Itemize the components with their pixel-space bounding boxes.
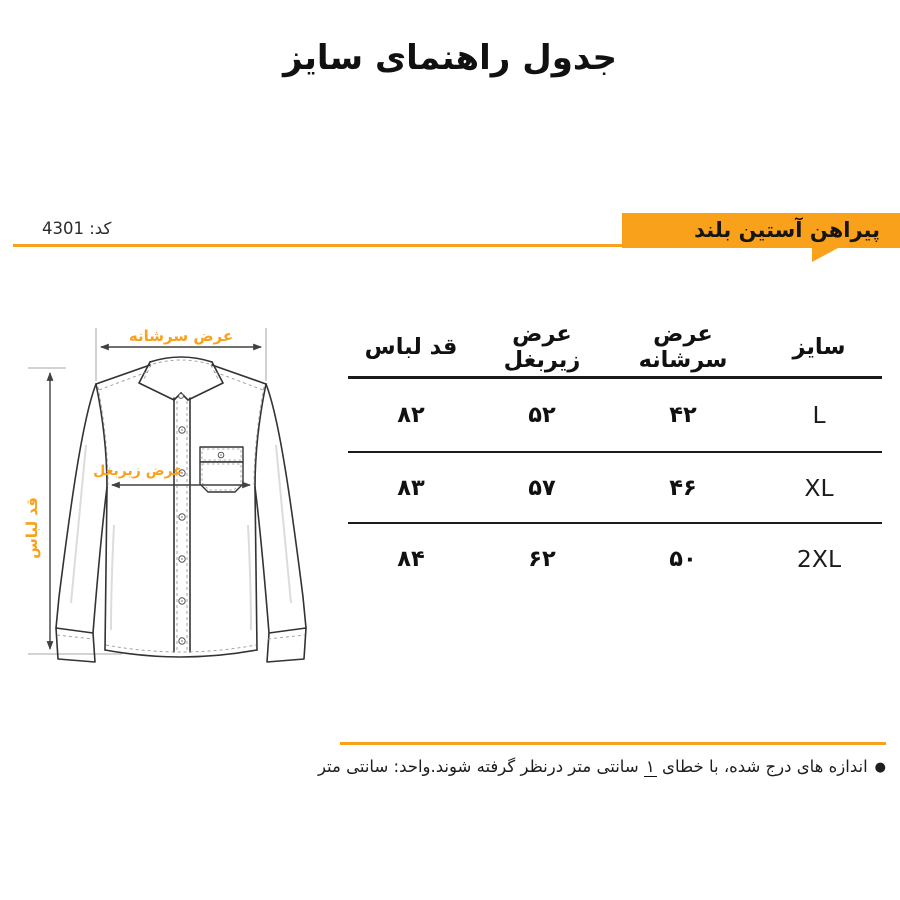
table-header-row: سایز عرض سرشانه عرض زیربغل قد لباس: [348, 318, 882, 376]
unit-label: واحد: سانتی متر: [317, 757, 431, 776]
shirt-diagram: عرض سرشانه عرض زیربغل قد لباس: [23, 327, 307, 663]
header-shoulder: عرض سرشانه: [638, 321, 728, 373]
shoulder-value: ۴۲: [669, 402, 697, 428]
row-divider: [348, 451, 882, 453]
shoulder-width-label: عرض سرشانه: [129, 327, 233, 345]
length-value: ۸۳: [397, 474, 425, 501]
placket-buttons: [178, 393, 186, 645]
shoulder-value: ۴۶: [669, 474, 697, 501]
header-underarm: عرض زیربغل: [503, 321, 581, 373]
table-row: XL ۴۶ ۵۷ ۸۳: [348, 453, 882, 522]
page-title: جدول راهنمای سایز: [283, 38, 617, 78]
shoulder-value: ۵۰: [669, 546, 697, 572]
length-value: ۸۴: [397, 546, 425, 572]
size-value: L: [812, 401, 826, 429]
underarm-width-label: عرض زیربغل: [93, 463, 183, 479]
measurement-note: ● اندازه های درج شده، با خطای ۱ سانتی متر…: [430, 753, 886, 782]
header-divider: [348, 376, 882, 379]
shirt-outline: [55, 356, 307, 663]
stitch-lines: [56, 359, 306, 653]
product-code: کد: 4301: [42, 219, 112, 238]
header-length: قد لباس: [364, 334, 458, 360]
product-name: پیراهن آستین بلند: [694, 218, 880, 242]
fabric-shading: [70, 444, 292, 631]
measurement-arrows: [46, 343, 262, 650]
size-table: سایز عرض سرشانه عرض زیربغل قد لباس L ۴۲ …: [348, 318, 882, 594]
row-divider: [348, 522, 882, 524]
diagram-labels: عرض سرشانه عرض زیربغل قد لباس: [23, 327, 233, 559]
note-text-before: اندازه های درج شده، با خطای: [662, 757, 868, 776]
table-row: 2XL ۵۰ ۶۲ ۸۴: [348, 524, 882, 594]
underarm-value: ۵۷: [528, 474, 556, 501]
bullet-icon: ●: [874, 760, 886, 775]
footer-divider-line: [340, 742, 886, 745]
product-banner: پیراهن آستین بلند: [622, 213, 900, 248]
footer: ● اندازه های درج شده، با خطای ۱ سانتی متر…: [318, 753, 886, 782]
length-value: ۸۲: [397, 402, 425, 428]
note-text-after: سانتی متر درنظر گرفته شوند.: [430, 757, 639, 776]
note-tolerance-digit: ۱: [643, 757, 657, 777]
underarm-value: ۵۲: [528, 402, 556, 428]
banner-tail-triangle: [812, 248, 838, 262]
underarm-value: ۶۲: [528, 546, 556, 572]
garment-length-label: قد لباس: [23, 497, 41, 559]
header-size: سایز: [792, 334, 846, 360]
size-value: 2XL: [796, 545, 842, 573]
table-row: L ۴۲ ۵۲ ۸۲: [348, 379, 882, 451]
code-divider-line: [13, 244, 622, 247]
size-value: XL: [804, 473, 834, 502]
